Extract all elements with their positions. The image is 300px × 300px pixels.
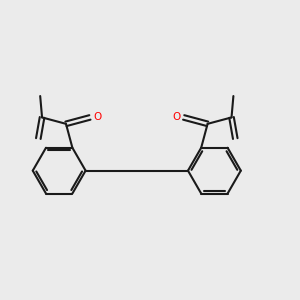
Text: O: O: [93, 112, 101, 122]
Text: O: O: [172, 112, 180, 122]
